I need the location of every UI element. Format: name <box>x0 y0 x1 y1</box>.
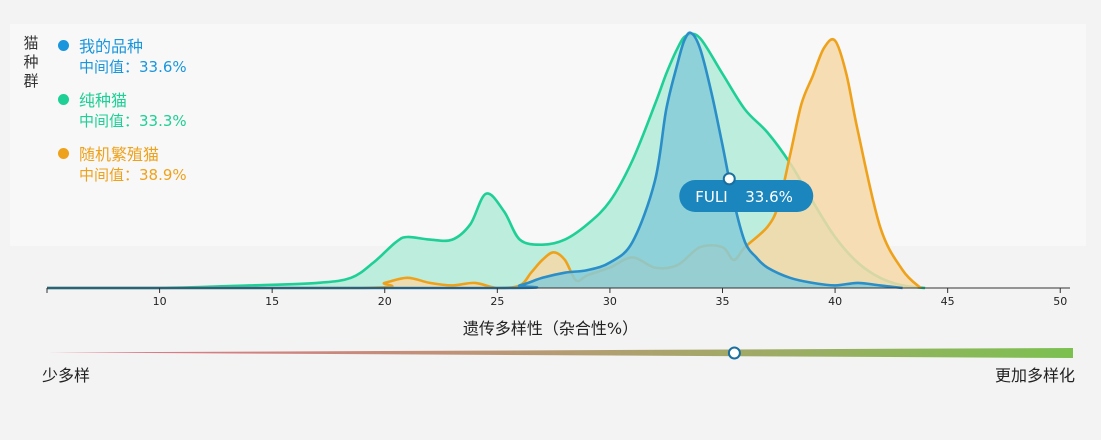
x-tick-label: 15 <box>265 295 279 308</box>
legend-name: 纯种猫 <box>79 91 128 110</box>
legend-dot-icon <box>58 39 69 51</box>
legend-item-random-bred[interactable]: 随机繁殖猫 中间值：38.9% <box>58 142 187 186</box>
legend-dot-icon <box>58 147 69 159</box>
x-tick-label: 40 <box>828 295 842 308</box>
y-axis-label-char: 猫 <box>23 34 39 52</box>
y-axis-label-char: 群 <box>23 72 39 90</box>
x-tick-label: 45 <box>941 295 955 308</box>
x-tick-label: 35 <box>715 295 729 308</box>
legend-median: 中间值：38.9% <box>79 166 187 184</box>
x-tick-label: 10 <box>153 295 167 308</box>
legend-median: 中间值：33.6% <box>79 58 187 76</box>
series-area-my-breed <box>47 32 903 288</box>
tooltip-point-marker <box>722 172 736 186</box>
tooltip-value: 33.6% <box>745 188 793 206</box>
legend-median: 中间值：33.3% <box>79 112 187 130</box>
diversity-gradient-bar <box>47 348 1073 358</box>
plot-background <box>10 24 1086 246</box>
legend-name: 我的品种 <box>79 37 144 56</box>
x-tick-label: 25 <box>490 295 504 308</box>
series-area-random-bred <box>47 39 921 289</box>
diversity-high-label: 更加多样化 <box>994 366 1075 385</box>
tooltip-box <box>679 180 814 212</box>
legend-name: 随机繁殖猫 <box>79 145 160 164</box>
x-axis-title: 遗传多样性（杂合性%） <box>462 319 639 338</box>
x-tick-label: 50 <box>1053 295 1067 308</box>
x-tick-label: 30 <box>603 295 617 308</box>
x-tick-label: 20 <box>378 295 392 308</box>
y-axis-label-char: 种 <box>23 53 39 71</box>
legend: 我的品种 中间值：33.6% 纯种猫 中间值：33.3% 随机繁殖猫 中间值：3… <box>58 34 187 196</box>
legend-item-purebred[interactable]: 纯种猫 中间值：33.3% <box>58 88 187 132</box>
legend-item-my-breed[interactable]: 我的品种 中间值：33.6% <box>58 34 187 78</box>
diversity-marker <box>727 346 741 360</box>
tooltip-breed-name: FULI <box>695 188 727 206</box>
series-line-my-breed <box>47 31 903 290</box>
y-axis-label: 猫 种 群 <box>22 34 40 91</box>
diversity-low-label: 少多样 <box>42 366 91 385</box>
legend-dot-icon <box>58 93 69 105</box>
